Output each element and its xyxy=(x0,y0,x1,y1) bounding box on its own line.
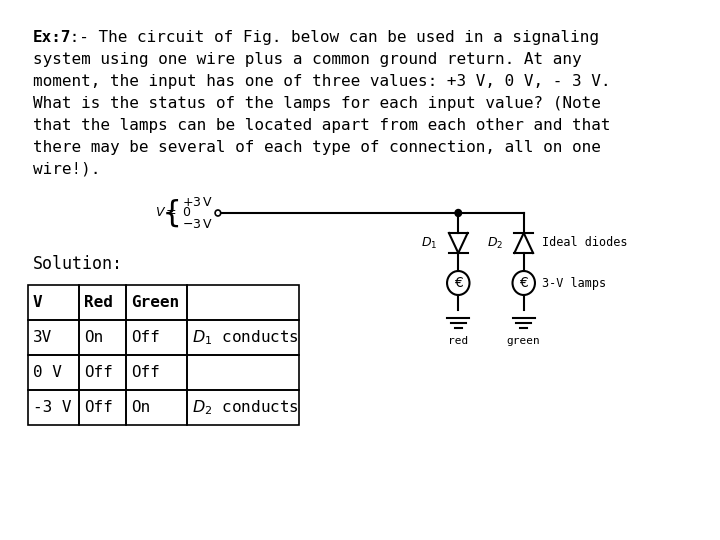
Bar xyxy=(28,285,79,320)
Text: Solution:: Solution: xyxy=(32,255,122,273)
Bar xyxy=(126,355,187,390)
Text: Ex:7: Ex:7 xyxy=(32,30,71,45)
Text: Red: Red xyxy=(84,295,113,310)
Text: green: green xyxy=(507,336,541,346)
Bar xyxy=(79,355,126,390)
Text: $0$: $0$ xyxy=(182,206,192,219)
Bar xyxy=(187,320,300,355)
Text: -3 V: -3 V xyxy=(32,400,71,415)
Text: Green: Green xyxy=(131,295,179,310)
Bar xyxy=(79,320,126,355)
Text: 3V: 3V xyxy=(32,330,52,345)
Text: $D_2$: $D_2$ xyxy=(487,235,503,251)
Text: $D_1$: $D_1$ xyxy=(421,235,438,251)
Text: Ideal diodes: Ideal diodes xyxy=(542,237,628,249)
Text: $-3\,\mathrm{V}$: $-3\,\mathrm{V}$ xyxy=(182,218,213,231)
Text: €: € xyxy=(519,276,528,290)
Text: wire!).: wire!). xyxy=(32,162,100,177)
Bar xyxy=(79,390,126,425)
Bar xyxy=(126,320,187,355)
Bar xyxy=(126,390,187,425)
Bar xyxy=(126,285,187,320)
Text: moment, the input has one of three values: +3 V, 0 V, - 3 V.: moment, the input has one of three value… xyxy=(32,74,611,89)
Text: Off: Off xyxy=(131,365,160,380)
Bar xyxy=(28,355,79,390)
Text: On: On xyxy=(131,400,150,415)
Text: red: red xyxy=(448,336,469,346)
Text: Off: Off xyxy=(84,400,113,415)
Text: Off: Off xyxy=(131,330,160,345)
Text: On: On xyxy=(84,330,104,345)
Circle shape xyxy=(455,210,462,217)
Text: V: V xyxy=(32,295,42,310)
Bar xyxy=(187,355,300,390)
Text: 0 V: 0 V xyxy=(32,365,62,380)
Text: that the lamps can be located apart from each other and that: that the lamps can be located apart from… xyxy=(32,118,611,133)
Text: $D_2$ conducts: $D_2$ conducts xyxy=(192,398,299,417)
Text: there may be several of each type of connection, all on one: there may be several of each type of con… xyxy=(32,140,600,155)
Text: 3-V lamps: 3-V lamps xyxy=(542,276,606,289)
Text: {: { xyxy=(163,199,181,227)
Bar xyxy=(187,390,300,425)
Bar xyxy=(28,390,79,425)
Bar xyxy=(79,285,126,320)
Text: $D_1$ conducts: $D_1$ conducts xyxy=(192,328,299,347)
Text: €: € xyxy=(454,276,463,290)
Text: Off: Off xyxy=(84,365,113,380)
Text: $V =$: $V =$ xyxy=(155,206,177,219)
Bar xyxy=(187,285,300,320)
Text: system using one wire plus a common ground return. At any: system using one wire plus a common grou… xyxy=(32,52,581,67)
Text: $+3\,\mathrm{V}$: $+3\,\mathrm{V}$ xyxy=(182,195,213,208)
Bar xyxy=(28,320,79,355)
Text: :- The circuit of Fig. below can be used in a signaling: :- The circuit of Fig. below can be used… xyxy=(60,30,598,45)
Text: What is the status of the lamps for each input value? (Note: What is the status of the lamps for each… xyxy=(32,96,600,111)
